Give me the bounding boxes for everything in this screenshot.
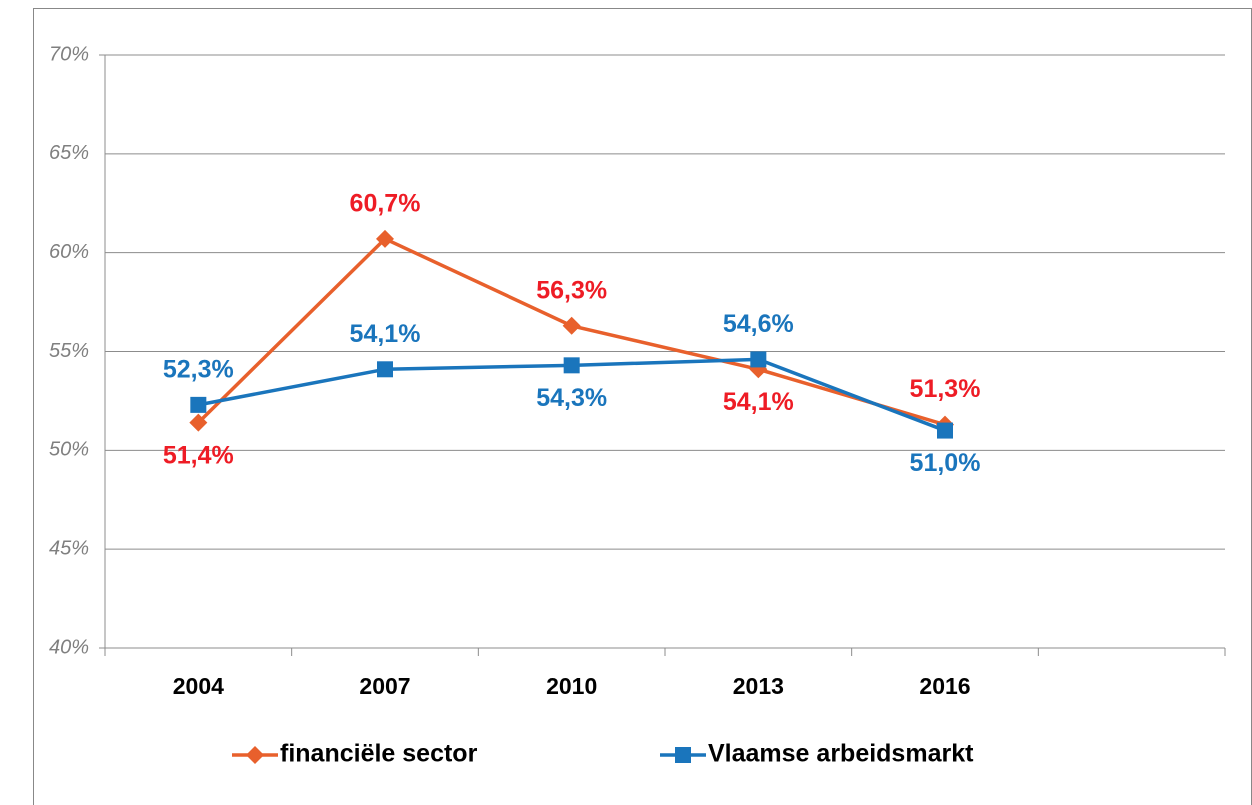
marker [246,746,264,764]
data-label: 52,3% [163,355,234,383]
legend-label: financiële sector [280,740,478,768]
data-label: 54,3% [536,384,607,412]
marker [377,361,393,378]
marker [376,229,394,248]
data-label: 54,1% [350,320,421,348]
data-label: 51,0% [910,449,981,477]
data-label: 54,1% [723,388,794,416]
marker [563,357,580,374]
y-tick-label: 50% [49,439,89,461]
marker [750,351,767,368]
data-label: 51,4% [163,441,234,469]
legend-label: Vlaamse arbeidsmarkt [708,740,974,768]
y-tick-label: 45% [49,537,89,559]
y-tick-label: 65% [49,142,89,164]
marker [675,747,691,763]
marker [937,422,953,439]
data-label: 60,7% [350,189,421,217]
marker [562,316,581,335]
data-label: 51,3% [910,375,981,403]
data-label: 54,6% [723,310,794,338]
data-label: 56,3% [536,276,607,304]
y-tick-label: 60% [49,241,89,263]
marker [190,396,207,413]
x-tick-label: 2004 [173,673,224,699]
marker [189,413,208,432]
x-tick-label: 2016 [919,673,970,699]
y-tick-label: 55% [49,340,89,362]
x-tick-label: 2010 [546,673,597,699]
y-tick-label: 70% [49,43,89,65]
y-tick-label: 40% [49,636,89,658]
x-tick-label: 2007 [359,673,410,699]
x-tick-label: 2013 [733,673,784,699]
